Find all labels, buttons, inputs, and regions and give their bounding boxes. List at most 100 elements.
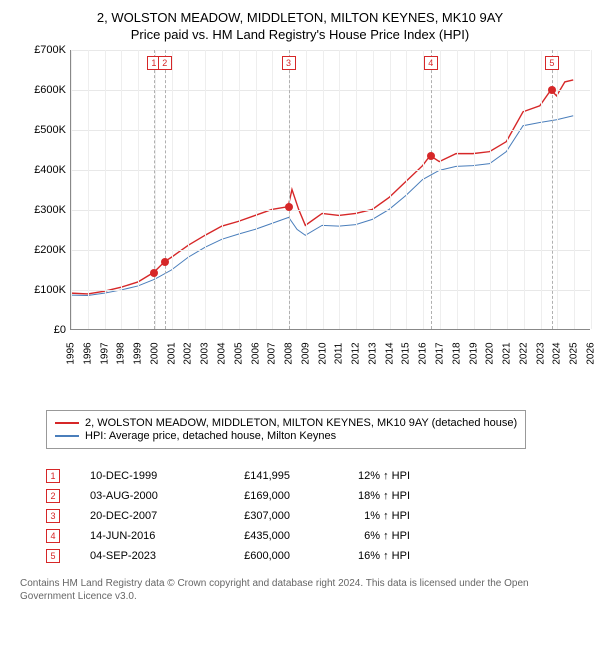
sale-point (150, 269, 158, 277)
xtick-label: 2018 (451, 342, 462, 364)
gridline-h (71, 250, 590, 251)
transaction-badge: 5 (46, 549, 60, 563)
xtick-label: 2011 (334, 343, 345, 365)
gridline-v (423, 50, 424, 329)
xtick-label: 2008 (284, 342, 295, 364)
xtick-label: 1998 (116, 342, 127, 364)
transaction-price: £435,000 (210, 530, 290, 542)
chart-subtitle: Price paid vs. HM Land Registry's House … (10, 27, 590, 42)
gridline-v (591, 50, 592, 329)
gridline-v (272, 50, 273, 329)
gridline-v (557, 50, 558, 329)
marker-badge: 5 (545, 56, 559, 70)
transaction-date: 10-DEC-1999 (90, 470, 180, 482)
xtick-label: 2001 (166, 342, 177, 364)
transaction-delta: 6% ↑ HPI (320, 530, 410, 542)
legend-item-hpi: HPI: Average price, detached house, Milt… (55, 430, 517, 442)
gridline-v (222, 50, 223, 329)
xtick-label: 2012 (351, 342, 362, 364)
transaction-price: £169,000 (210, 490, 290, 502)
gridline-v (541, 50, 542, 329)
ytick-label: £500K (34, 124, 66, 136)
ytick-label: £600K (34, 84, 66, 96)
transaction-price: £600,000 (210, 550, 290, 562)
xtick-label: 2002 (183, 342, 194, 364)
gridline-v (256, 50, 257, 329)
xtick-label: 2021 (502, 342, 513, 364)
transaction-row: 203-AUG-2000£169,00018% ↑ HPI (46, 489, 590, 503)
xtick-label: 2024 (552, 342, 563, 364)
xtick-label: 1997 (99, 342, 110, 364)
transaction-price: £141,995 (210, 470, 290, 482)
chart-title: 2, WOLSTON MEADOW, MIDDLETON, MILTON KEY… (10, 10, 590, 25)
gridline-h (71, 90, 590, 91)
gridline-h (71, 50, 590, 51)
transaction-delta: 12% ↑ HPI (320, 470, 410, 482)
gridline-v (507, 50, 508, 329)
ytick-label: £400K (34, 164, 66, 176)
ytick-label: £100K (34, 284, 66, 296)
transaction-date: 04-SEP-2023 (90, 550, 180, 562)
xtick-label: 1999 (133, 342, 144, 364)
line-chart-svg (71, 50, 590, 329)
chart-area: £0£100K£200K£300K£400K£500K£600K£700K199… (30, 50, 590, 360)
transaction-delta: 16% ↑ HPI (320, 550, 410, 562)
transaction-badge: 4 (46, 529, 60, 543)
marker-badge: 3 (282, 56, 296, 70)
transaction-date: 14-JUN-2016 (90, 530, 180, 542)
gridline-h (71, 170, 590, 171)
gridline-v (121, 50, 122, 329)
sale-point (548, 86, 556, 94)
marker-line (289, 50, 290, 329)
xtick-label: 2009 (300, 342, 311, 364)
gridline-v (88, 50, 89, 329)
gridline-v (239, 50, 240, 329)
transaction-row: 1 10-DEC-1999 £141,995 12% ↑ HPI (46, 469, 590, 483)
gridline-v (71, 50, 72, 329)
sale-point (161, 258, 169, 266)
gridline-v (306, 50, 307, 329)
gridline-v (457, 50, 458, 329)
legend-swatch (55, 422, 79, 424)
gridline-v (105, 50, 106, 329)
xtick-label: 2025 (569, 342, 580, 364)
xtick-label: 2006 (250, 342, 261, 364)
gridline-h (71, 290, 590, 291)
marker-badge: 4 (424, 56, 438, 70)
plot-region: £0£100K£200K£300K£400K£500K£600K£700K199… (70, 50, 590, 330)
transaction-date: 03-AUG-2000 (90, 490, 180, 502)
legend-swatch (55, 435, 79, 437)
gridline-h (71, 210, 590, 211)
xtick-label: 2026 (586, 342, 597, 364)
chart-container: 2, WOLSTON MEADOW, MIDDLETON, MILTON KEY… (0, 0, 600, 650)
xtick-label: 2005 (233, 342, 244, 364)
transaction-date: 20-DEC-2007 (90, 510, 180, 522)
sale-point (285, 203, 293, 211)
transaction-price: £307,000 (210, 510, 290, 522)
gridline-v (188, 50, 189, 329)
xtick-label: 2023 (535, 342, 546, 364)
legend-label-property: 2, WOLSTON MEADOW, MIDDLETON, MILTON KEY… (85, 417, 517, 429)
gridline-v (172, 50, 173, 329)
transaction-row: 5 04-SEP-2023 £600,000 16% ↑ HPI (46, 549, 590, 563)
xtick-label: 2004 (216, 342, 227, 364)
legend: 2, WOLSTON MEADOW, MIDDLETON, MILTON KEY… (46, 410, 526, 449)
xtick-label: 2019 (468, 342, 479, 364)
transaction-badge: 1 (46, 469, 60, 483)
xtick-label: 2015 (401, 342, 412, 364)
legend-label-hpi: HPI: Average price, detached house, Milt… (85, 430, 336, 442)
xtick-label: 2022 (518, 342, 529, 364)
gridline-v (356, 50, 357, 329)
gridline-v (574, 50, 575, 329)
xtick-label: 1995 (66, 342, 77, 364)
gridline-v (390, 50, 391, 329)
xtick-label: 2003 (200, 342, 211, 364)
gridline-v (138, 50, 139, 329)
xtick-label: 2017 (435, 342, 446, 364)
gridline-v (339, 50, 340, 329)
marker-line (431, 50, 432, 329)
gridline-v (440, 50, 441, 329)
transaction-delta: 18% ↑ HPI (320, 490, 410, 502)
sale-point (427, 152, 435, 160)
gridline-v (373, 50, 374, 329)
